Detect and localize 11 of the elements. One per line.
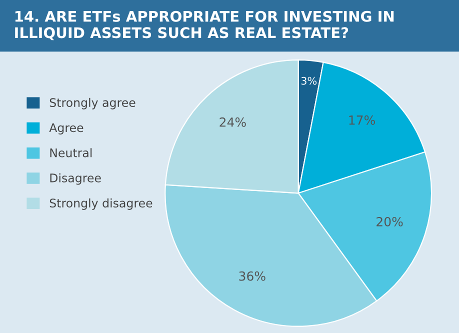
data-label: 17%	[349, 115, 375, 125]
data-label: 24%	[220, 117, 246, 127]
data-label: 20%	[376, 216, 403, 226]
chart-title: 14. ARE ETFs APPROPRIATE FOR INVESTING IN ILLIQUID ASSETS SUCH AS REAL ESTATE?	[15, 10, 394, 40]
legend-label: Strongly agree	[50, 98, 136, 110]
legend-label: Strongly disagree	[50, 198, 152, 210]
legend-label: Neutral	[50, 148, 92, 158]
legend-label: Agree	[49, 123, 84, 134]
data-label: 3%	[301, 76, 317, 85]
legend-label: Disagree	[50, 173, 101, 185]
data-label: 36%	[239, 271, 266, 281]
